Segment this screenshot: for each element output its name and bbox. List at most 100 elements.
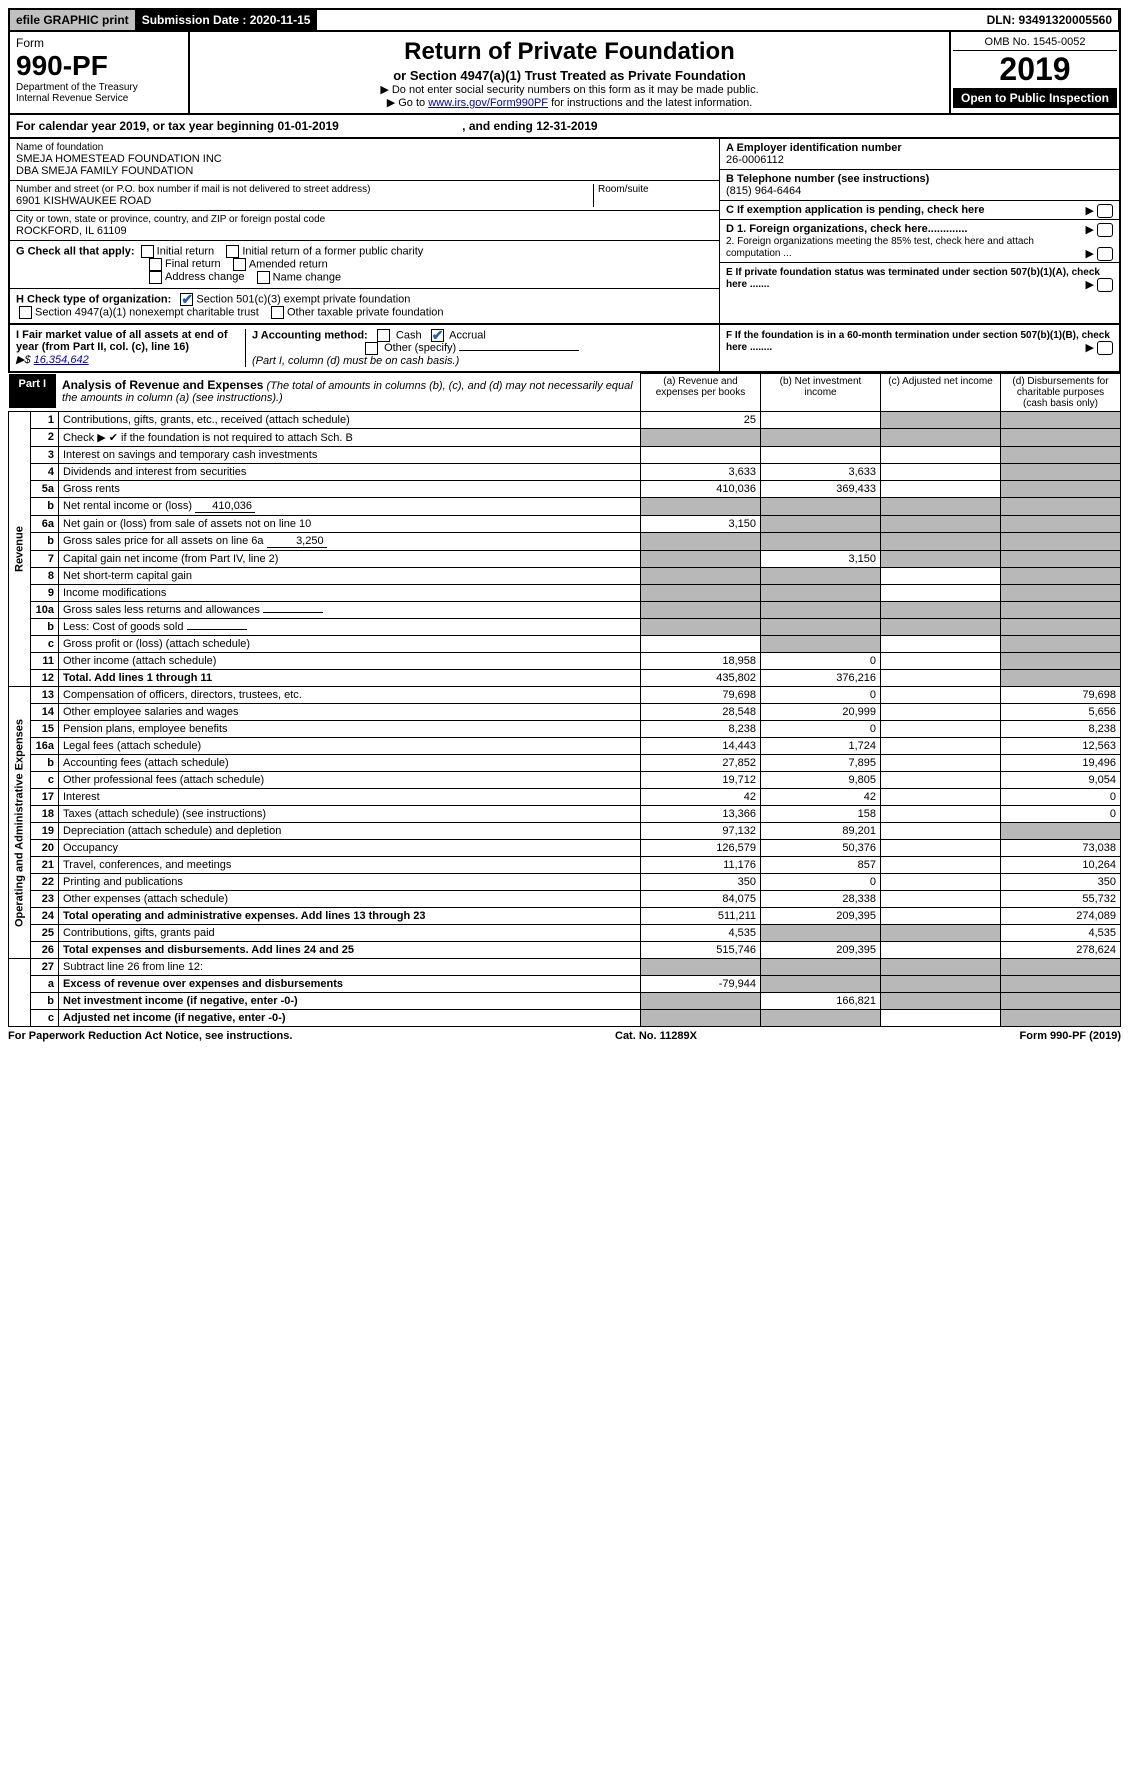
d2-checkbox[interactable] bbox=[1097, 247, 1113, 261]
line-number: 16a bbox=[31, 738, 59, 755]
other-taxable-checkbox[interactable] bbox=[271, 306, 284, 319]
initial-return-checkbox[interactable] bbox=[141, 245, 154, 258]
cell-value bbox=[641, 602, 761, 619]
cell-value bbox=[761, 925, 881, 942]
line-desc: Compensation of officers, directors, tru… bbox=[59, 687, 641, 704]
table-row: 23Other expenses (attach schedule)84,075… bbox=[9, 891, 1121, 908]
cell-value bbox=[881, 874, 1001, 891]
cell-value bbox=[1001, 670, 1121, 687]
cell-value: 3,633 bbox=[761, 464, 881, 481]
cell-value bbox=[881, 447, 1001, 464]
instr2-post: for instructions and the latest informat… bbox=[548, 97, 752, 109]
h-label: H Check type of organization: bbox=[16, 293, 171, 305]
line-desc: Contributions, gifts, grants paid bbox=[59, 925, 641, 942]
cell-value bbox=[761, 412, 881, 429]
line-desc: Other income (attach schedule) bbox=[59, 653, 641, 670]
name-change-checkbox[interactable] bbox=[257, 271, 270, 284]
part1-title-text: Analysis of Revenue and Expenses bbox=[62, 378, 263, 392]
line-desc: Taxes (attach schedule) (see instruction… bbox=[59, 806, 641, 823]
d1-checkbox[interactable] bbox=[1097, 223, 1113, 237]
cell-value bbox=[1001, 823, 1121, 840]
cell-value bbox=[881, 687, 1001, 704]
info-right: A Employer identification number 26-0006… bbox=[719, 139, 1119, 323]
table-row: 14Other employee salaries and wages28,54… bbox=[9, 704, 1121, 721]
cell-value bbox=[761, 636, 881, 653]
4947-checkbox[interactable] bbox=[19, 306, 32, 319]
cell-value: 28,338 bbox=[761, 891, 881, 908]
fmv-link[interactable]: 16,354,642 bbox=[34, 354, 89, 366]
initial-former-checkbox[interactable] bbox=[226, 245, 239, 258]
part1-tab: Part I bbox=[9, 374, 57, 408]
cell-value bbox=[761, 533, 881, 551]
accrual-checkbox[interactable] bbox=[431, 329, 444, 342]
j-other: Other (specify) bbox=[384, 342, 456, 354]
cell-value bbox=[881, 412, 1001, 429]
cell-value bbox=[881, 993, 1001, 1010]
line-desc: Gross sales price for all assets on line… bbox=[59, 533, 641, 551]
table-row: bAccounting fees (attach schedule)27,852… bbox=[9, 755, 1121, 772]
table-row: bNet rental income or (loss) 410,036 bbox=[9, 498, 1121, 516]
cell-value bbox=[881, 942, 1001, 959]
cell-value bbox=[641, 1010, 761, 1027]
h-opt3: Other taxable private foundation bbox=[287, 306, 444, 318]
cell-value bbox=[761, 429, 881, 447]
cell-value: 857 bbox=[761, 857, 881, 874]
dept-treasury: Department of the Treasury bbox=[16, 82, 182, 93]
final-return-checkbox[interactable] bbox=[149, 258, 162, 271]
irs-link[interactable]: www.irs.gov/Form990PF bbox=[428, 97, 548, 109]
line-number: b bbox=[31, 993, 59, 1010]
line-desc: Depreciation (attach schedule) and deple… bbox=[59, 823, 641, 840]
cell-value bbox=[641, 959, 761, 976]
line-number: 15 bbox=[31, 721, 59, 738]
line-desc: Gross profit or (loss) (attach schedule) bbox=[59, 636, 641, 653]
amended-checkbox[interactable] bbox=[233, 258, 246, 271]
info-left: Name of foundation SMEJA HOMESTEAD FOUND… bbox=[10, 139, 719, 323]
footer-mid: Cat. No. 11289X bbox=[615, 1030, 697, 1042]
address-change-checkbox[interactable] bbox=[149, 271, 162, 284]
cash-checkbox[interactable] bbox=[377, 329, 390, 342]
instr-1: ▶ Do not enter social security numbers o… bbox=[198, 83, 941, 96]
cell-value bbox=[881, 976, 1001, 993]
line-number: b bbox=[31, 619, 59, 636]
line-number: 9 bbox=[31, 585, 59, 602]
cell-value: 9,054 bbox=[1001, 772, 1121, 789]
d1-label: D 1. Foreign organizations, check here..… bbox=[726, 223, 967, 235]
table-row: Revenue1Contributions, gifts, grants, et… bbox=[9, 412, 1121, 429]
footer-left: For Paperwork Reduction Act Notice, see … bbox=[8, 1030, 292, 1042]
ein-label: A Employer identification number bbox=[726, 142, 1113, 154]
tax-year: 2019 bbox=[953, 51, 1117, 88]
cell-value bbox=[761, 619, 881, 636]
cell-value bbox=[761, 602, 881, 619]
table-row: 21Travel, conferences, and meetings11,17… bbox=[9, 857, 1121, 874]
line-number: 19 bbox=[31, 823, 59, 840]
e-checkbox[interactable] bbox=[1097, 278, 1113, 292]
cell-value bbox=[1001, 533, 1121, 551]
cell-value: 14,443 bbox=[641, 738, 761, 755]
table-row: bNet investment income (if negative, ent… bbox=[9, 993, 1121, 1010]
cell-value bbox=[881, 908, 1001, 925]
footer: For Paperwork Reduction Act Notice, see … bbox=[8, 1027, 1121, 1045]
501c3-checkbox[interactable] bbox=[180, 293, 193, 306]
line-desc: Occupancy bbox=[59, 840, 641, 857]
h-opt1: Section 501(c)(3) exempt private foundat… bbox=[196, 293, 410, 305]
side-label: Revenue bbox=[9, 412, 31, 687]
info-block: Name of foundation SMEJA HOMESTEAD FOUND… bbox=[8, 139, 1121, 325]
cell-value bbox=[881, 857, 1001, 874]
cell-value bbox=[881, 670, 1001, 687]
line-desc: Accounting fees (attach schedule) bbox=[59, 755, 641, 772]
i-prefix: ▶$ bbox=[16, 354, 34, 366]
line-desc: Subtract line 26 from line 12: bbox=[59, 959, 641, 976]
cell-value bbox=[881, 772, 1001, 789]
phone-cell: B Telephone number (see instructions) (8… bbox=[720, 170, 1119, 201]
cal-begin: 01-01-2019 bbox=[277, 119, 338, 133]
line-number: 3 bbox=[31, 447, 59, 464]
f-checkbox[interactable] bbox=[1097, 341, 1113, 355]
line-desc: Excess of revenue over expenses and disb… bbox=[59, 976, 641, 993]
col-d-header: (d) Disbursements for charitable purpose… bbox=[1001, 374, 1121, 412]
table-row: 4Dividends and interest from securities3… bbox=[9, 464, 1121, 481]
other-method-checkbox[interactable] bbox=[365, 342, 378, 355]
cell-value bbox=[881, 481, 1001, 498]
c-checkbox[interactable] bbox=[1097, 204, 1113, 218]
e-cell: E If private foundation status was termi… bbox=[720, 263, 1119, 293]
efile-button[interactable]: efile GRAPHIC print bbox=[10, 10, 136, 30]
